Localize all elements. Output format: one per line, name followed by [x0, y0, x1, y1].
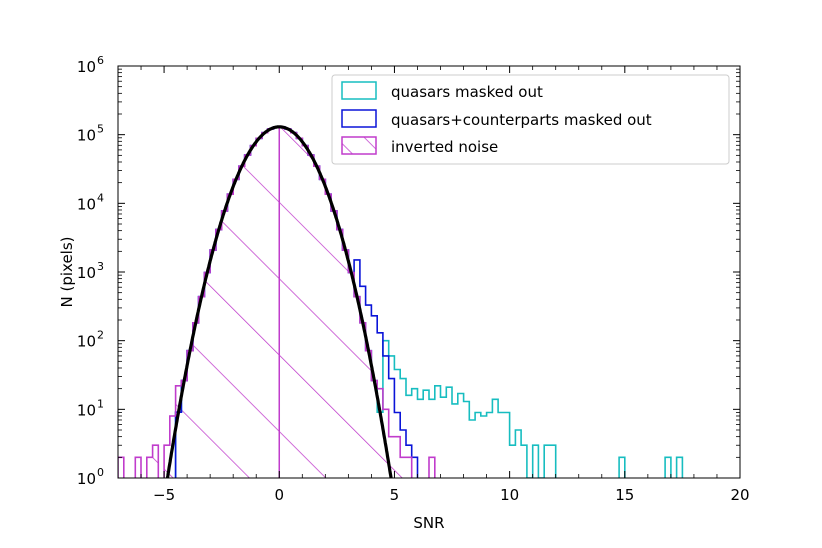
- y-tick-label-exponent: 2: [97, 329, 104, 342]
- legend-label-inverted-noise: inverted noise: [391, 138, 498, 156]
- y-tick-label-base: 10: [77, 470, 96, 488]
- y-tick-label-exponent: 4: [97, 191, 104, 204]
- y-tick-label: 10: [77, 333, 96, 351]
- x-tick-label: −5: [153, 486, 175, 504]
- x-tick-label: 20: [730, 486, 749, 504]
- plot-area: [118, 125, 684, 478]
- y-tick-label-base: 10: [77, 264, 96, 282]
- y-tick-label-base: 10: [77, 195, 96, 213]
- legend: quasars masked out quasars+counterparts …: [331, 74, 730, 165]
- inverted-noise-hatch-fill: [118, 127, 435, 478]
- y-tick-label-base: 10: [77, 401, 96, 419]
- y-tick-label-base: 10: [77, 127, 96, 145]
- y-tick-label: 10: [77, 195, 96, 213]
- y-tick-label-exponent: 1: [97, 397, 104, 410]
- x-tick-label: 0: [274, 486, 284, 504]
- y-tick-label-base: 10: [77, 333, 96, 351]
- x-tick-label: 5: [390, 486, 400, 504]
- legend-swatch-quasars-counterparts-masked: [341, 109, 377, 128]
- y-tick-label: 10: [77, 58, 96, 76]
- x-axis-label: SNR: [413, 514, 444, 532]
- legend-swatch-quasars-masked: [341, 81, 377, 100]
- y-tick-label-exponent: 0: [97, 466, 104, 479]
- y-tick-label-base: 10: [77, 58, 96, 76]
- x-tick-label: 15: [615, 486, 634, 504]
- legend-swatch-inverted-noise: [341, 136, 377, 155]
- series-gaussian-fit: [165, 125, 393, 478]
- legend-frame: [331, 74, 730, 165]
- legend-label-quasars-counterparts-masked: quasars+counterparts masked out: [391, 111, 652, 129]
- y-tick-label: 10: [77, 264, 96, 282]
- x-tick-label: 10: [500, 486, 519, 504]
- y-tick-label: 10: [77, 401, 96, 419]
- legend-label-quasars-masked: quasars masked out: [391, 83, 543, 101]
- y-axis-label: N (pixels): [58, 236, 76, 307]
- y-tick-label-exponent: 6: [97, 54, 104, 67]
- y-tick-label-exponent: 5: [97, 123, 104, 136]
- y-tick-label-exponent: 3: [97, 260, 104, 273]
- y-tick-label: 10: [77, 470, 96, 488]
- y-tick-label: 10: [77, 127, 96, 145]
